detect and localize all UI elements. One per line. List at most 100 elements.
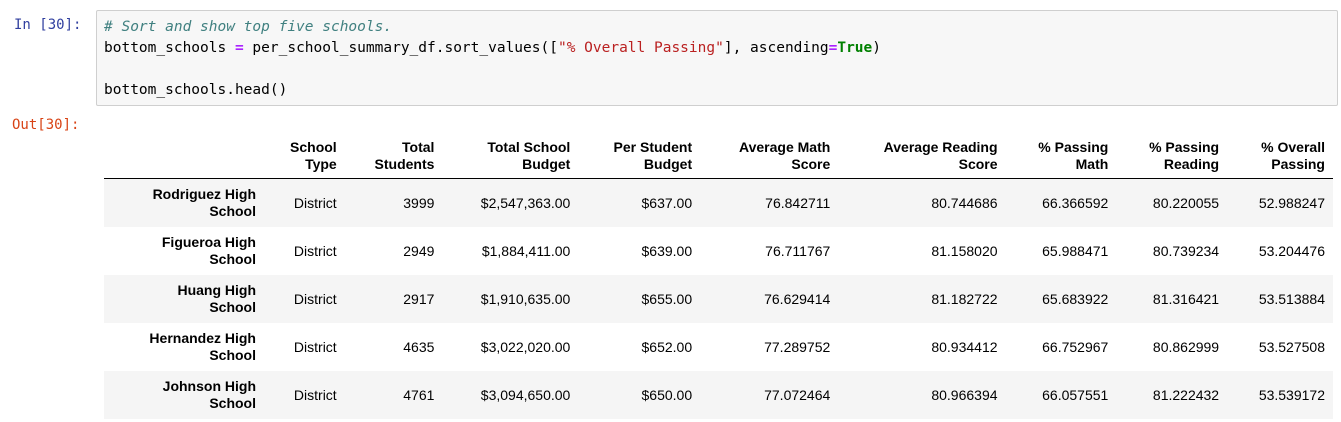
table-cell: 76.842711 xyxy=(765,194,831,211)
column-header: Total School Budget xyxy=(442,133,579,179)
table-cell: 81.316421 xyxy=(1152,290,1220,307)
table-cell: 81.182722 xyxy=(931,290,998,307)
column-header: Total Students xyxy=(344,133,443,179)
table-cell: $1,910,635.00 xyxy=(480,290,571,307)
code-token: per_school_summary_df.sort_values([ xyxy=(243,40,558,56)
table-cell: 4761 xyxy=(403,386,435,403)
column-header-text: Score xyxy=(958,155,998,172)
row-index: Rodriguez High School xyxy=(104,179,264,227)
row-index-text: Rodriguez High xyxy=(152,185,256,202)
column-header-text: Average Math xyxy=(739,138,831,155)
table-cell: 76.629414 xyxy=(764,290,831,307)
table-cell: 66.057551 xyxy=(1042,386,1109,403)
table-cell: $2,547,363.00 xyxy=(480,194,571,211)
table-cell: District xyxy=(293,242,337,259)
code-keyword: True xyxy=(837,40,873,56)
table-cell: 65.988471 xyxy=(1042,242,1109,259)
row-index-text: School xyxy=(209,298,256,315)
code-string: "% Overall Passing" xyxy=(557,40,724,56)
table-cell: 77.289752 xyxy=(764,338,831,355)
column-header-text: Math xyxy=(1075,155,1109,172)
table-row: Hernandez High School District 4635 $3,022,0… xyxy=(104,323,1333,371)
code-token: ) xyxy=(872,40,881,56)
table-cell: 53.513884 xyxy=(1258,290,1325,307)
table-cell: $3,022,020.00 xyxy=(480,338,571,355)
code-cell-input[interactable]: # Sort and show top five schools. bottom… xyxy=(96,10,1338,106)
code-editor[interactable]: # Sort and show top five schools. bottom… xyxy=(104,17,881,101)
code-operator: = xyxy=(828,40,838,56)
column-header-text: Total xyxy=(402,138,435,155)
table-row: Johnson High School District 4761 $3,094,650… xyxy=(104,370,1333,419)
column-header-text: Per Student xyxy=(613,138,693,155)
column-header: Average Math Score xyxy=(700,133,839,179)
table-cell: $650.00 xyxy=(641,386,693,403)
table-cell: District xyxy=(293,290,337,307)
table-cell: 80.934412 xyxy=(931,338,998,355)
column-header: % Overall Passing xyxy=(1227,133,1333,179)
table-cell: 80.862999 xyxy=(1152,338,1220,355)
column-header: School Type xyxy=(264,133,345,179)
table-cell: 76.711767 xyxy=(765,242,831,259)
row-index: Figueroa High School xyxy=(104,227,264,275)
table-cell: 53.204476 xyxy=(1258,242,1325,259)
output-prompt: Out[30]: xyxy=(12,117,80,133)
table-cell: 53.527508 xyxy=(1258,338,1325,355)
table-cell: 66.752967 xyxy=(1042,338,1109,355)
table-cell: District xyxy=(293,194,337,211)
row-index-text: School xyxy=(209,394,256,411)
column-header-text: Total School xyxy=(487,138,571,155)
table-cell: 52.988247 xyxy=(1258,194,1325,211)
table-cell: 80.966394 xyxy=(931,386,998,403)
code-operator: = xyxy=(234,40,244,56)
input-prompt: In [30]: xyxy=(14,17,82,33)
code-token: bottom_schools xyxy=(104,40,235,56)
table-cell: $652.00 xyxy=(641,338,693,355)
table-cell: 3999 xyxy=(403,194,435,211)
table-cell: 4635 xyxy=(403,338,435,355)
column-header: % Passing Reading xyxy=(1116,133,1228,179)
table-cell: District xyxy=(293,386,337,403)
table-cell: $639.00 xyxy=(641,242,693,259)
table-header: School Type Total Students Total School Budge… xyxy=(104,133,1333,179)
header-row: School Type Total Students Total School Budge… xyxy=(104,133,1333,179)
column-header-text: Students xyxy=(374,155,435,172)
table-cell: $655.00 xyxy=(641,290,693,307)
table-cell: 80.220055 xyxy=(1152,194,1220,211)
table-cell: 2949 xyxy=(403,242,435,259)
column-header-text: Reading xyxy=(1163,155,1220,172)
table-cell: 53.539172 xyxy=(1258,386,1325,403)
dataframe-table: School Type Total Students Total School Budge… xyxy=(104,133,1333,419)
row-index: Johnson High School xyxy=(104,371,264,419)
table-cell: 77.072464 xyxy=(764,386,831,403)
table-cell: 2917 xyxy=(403,290,435,307)
column-header-text: % Passing xyxy=(1038,138,1109,155)
row-index-text: Hernandez High xyxy=(149,329,256,346)
column-header-text: % Overall xyxy=(1261,138,1325,155)
column-header-text: Type xyxy=(305,155,337,172)
column-header-text: % Passing xyxy=(1149,138,1220,155)
column-header: Average Reading Score xyxy=(838,133,1006,179)
row-index-text: Huang High xyxy=(177,281,256,298)
row-index: Hernandez High School xyxy=(104,323,264,371)
code-token: ], ascending xyxy=(723,40,829,56)
row-index-text: School xyxy=(209,250,256,267)
column-header-text: Budget xyxy=(522,155,571,172)
column-header-text: Budget xyxy=(643,155,693,172)
row-index-text: Figueroa High xyxy=(161,233,256,250)
table-cell: $3,094,650.00 xyxy=(480,386,571,403)
code-comment: # Sort and show top five schools. xyxy=(104,19,393,35)
table-cell: 81.158020 xyxy=(931,242,998,259)
table-cell: $1,884,411.00 xyxy=(481,242,571,259)
column-header-text: Average Reading xyxy=(883,138,998,155)
table-cell: $637.00 xyxy=(641,194,693,211)
column-header-text: Passing xyxy=(1271,155,1325,172)
table-row: Rodriguez High School District 3999 $2,547,3… xyxy=(104,178,1333,227)
table-row: Huang High School District 2917 $1,910,635.0… xyxy=(104,274,1333,323)
table-row: Figueroa High School District 2949 $1,884,41… xyxy=(104,227,1333,275)
row-index-text: School xyxy=(209,346,256,363)
table-body: Rodriguez High School District 3999 $2,547,3… xyxy=(104,178,1333,419)
table-cell: 80.744686 xyxy=(931,194,998,211)
code-line: bottom_schools.head() xyxy=(104,82,288,98)
column-header-text: School xyxy=(290,138,337,155)
index-header xyxy=(104,133,264,179)
